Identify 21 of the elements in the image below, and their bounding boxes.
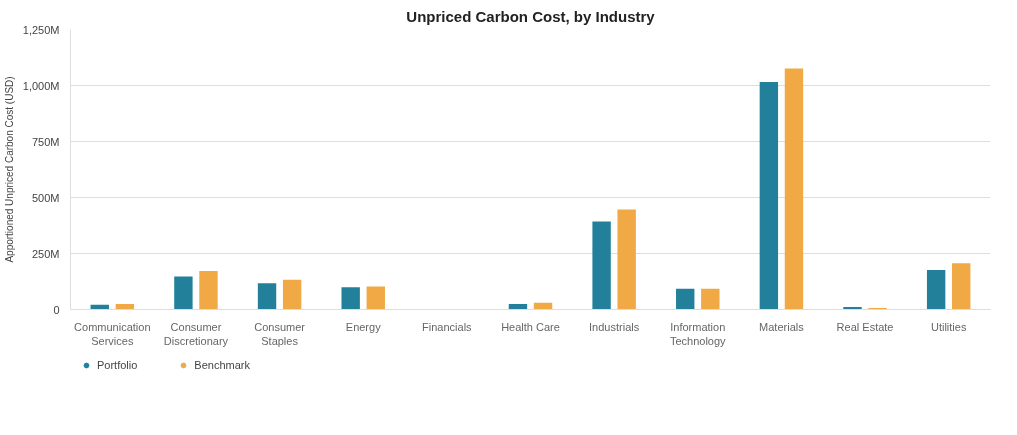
x-tick-label: Materials	[759, 320, 805, 333]
x-tick-label: Utilities	[930, 320, 967, 333]
y-tick-label: 500M	[31, 191, 60, 204]
legend-label: Benchmark	[194, 359, 250, 371]
chart-title: Unpriced Carbon Cost, by Industry	[406, 7, 656, 25]
y-tick-label: 1,250M	[22, 23, 60, 36]
x-tick-label: Industrials	[589, 320, 640, 333]
y-axis-title: Apportioned Unpriced Carbon Cost (USD)	[3, 76, 15, 263]
x-tick-label: Real Estate	[836, 320, 894, 333]
x-tick-label: Consumer Discretionary	[163, 320, 229, 347]
x-tick-label: Communication Services	[74, 320, 151, 347]
y-tick-label: 1,000M	[22, 79, 60, 92]
y-tick-label: 250M	[31, 247, 60, 260]
x-tick-label: Energy	[345, 320, 382, 333]
y-tick-label: 0	[53, 303, 60, 316]
legend-label: Portfolio	[97, 359, 138, 371]
y-tick-label: 750M	[31, 135, 60, 148]
x-tick-label: Health Care	[501, 320, 560, 333]
x-tick-label: Financials	[422, 320, 473, 333]
x-tick-label: Information Technology	[669, 320, 727, 347]
x-tick-label: Consumer Staples	[254, 320, 306, 347]
